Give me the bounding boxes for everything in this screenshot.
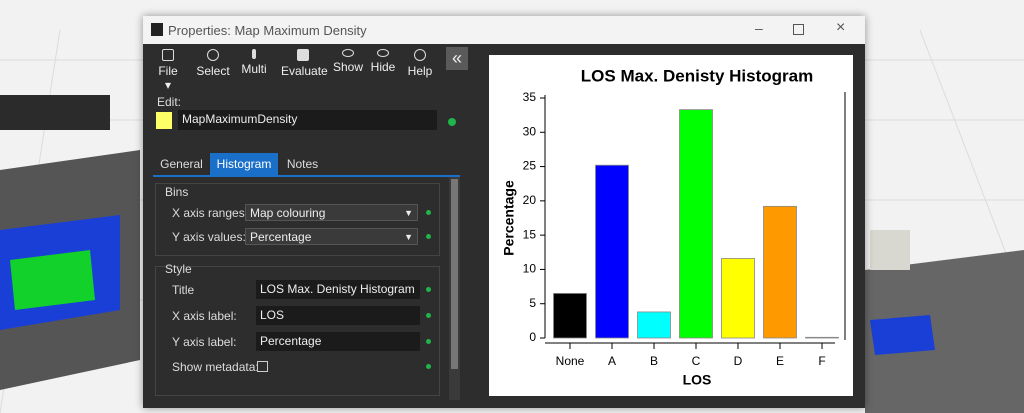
x-axis-label: LOS [683,372,712,388]
row-label: X axis ranges: [172,206,249,220]
y-tick-label: 30 [523,124,537,138]
checkbox-label: Show metadata: [172,360,259,374]
toolbar-button[interactable]: File ▾ [155,49,181,92]
toolbar-label: Show [333,60,364,74]
y-tick-label: 5 [529,296,536,310]
dropdown[interactable]: Map colouring ▼ [245,204,418,221]
close-button[interactable]: × [836,19,846,36]
toolbar-button[interactable]: Show [333,49,363,74]
row-label: Y axis label: [172,335,237,349]
y-tick-label: 25 [523,159,537,173]
group-title: Style [165,262,192,276]
y-tick-label: 20 [523,193,537,207]
x-tick-label: C [692,354,701,368]
toolbar-button[interactable]: Multi [238,49,270,76]
x-tick-label: B [650,354,658,368]
bins-group [155,183,440,256]
scrollbar[interactable] [449,177,460,400]
toolbar-label: Multi [241,62,267,76]
chart: LOS Max. Denisty Histogram LOS Percentag… [501,66,846,388]
toolbar-label: Select [196,64,230,78]
y-tick-label: 10 [523,262,537,276]
chart-title: LOS Max. Denisty Histogram [581,66,813,85]
bar [763,205,797,339]
edit-label: Edit: [157,95,182,109]
group-title: Bins [165,185,189,199]
x-tick-label: A [608,354,616,368]
checkbox[interactable] [257,361,268,372]
status-dot [426,287,431,292]
status-dot [426,313,431,318]
bar [595,164,629,339]
color-swatch[interactable] [156,112,172,129]
toolbar-label: File [158,64,178,78]
toolbar-button[interactable]: Hide [369,49,397,74]
y-tick-label: 15 [523,227,537,241]
x-tick-label: D [734,354,743,368]
window-title: Properties: Map Maximum Density [168,23,367,38]
dropdown-value: Map colouring [250,206,326,220]
title-bar: Properties: Map Maximum Density – × [143,16,865,44]
dropdown-value: Percentage [250,230,312,244]
tab[interactable]: General [160,157,203,171]
x-tick-label: None [556,354,585,368]
row-label: X axis label: [172,309,237,323]
toolbar-label: Evaluate [281,64,328,78]
toolbar-label: Help [407,64,433,78]
row-label: Title [172,283,195,297]
row-label: Y axis values: [172,230,246,244]
toolbar-button[interactable]: Select [195,49,231,78]
bar [553,293,587,339]
text-field[interactable]: LOS Max. Denisty Histogram [256,280,420,299]
tab[interactable]: Notes [286,157,319,171]
bar [679,109,713,339]
minimize-button[interactable]: – [755,20,763,36]
maximize-button[interactable] [793,24,804,35]
bar [721,258,755,339]
text-field[interactable]: LOS [256,306,420,325]
status-dot [448,118,456,126]
tab-active[interactable]: Histogram [210,153,278,175]
edit-field[interactable]: MapMaximumDensity [178,110,437,130]
bar [805,336,839,339]
y-tick-label: 0 [529,330,536,344]
x-tick-label: F [818,354,825,368]
properties-window: Properties: Map Maximum Density – × File… [143,16,865,408]
status-dot [426,210,431,215]
bar [637,311,671,339]
toolbar-button[interactable]: Help [405,49,435,78]
y-tick-label: 35 [523,90,537,104]
tab-underline [153,175,460,177]
window-icon [151,23,163,36]
scroll-thumb[interactable] [451,179,458,369]
status-dot [426,234,431,239]
style-group [155,266,440,396]
text-field[interactable]: Percentage [256,332,420,351]
status-dot [426,364,431,369]
chart-panel: LOS Max. Denisty Histogram LOS Percentag… [489,55,853,396]
dropdown[interactable]: Percentage ▼ [245,228,418,245]
status-dot [426,339,431,344]
y-axis-label: Percentage [501,180,517,256]
toolbar-button[interactable]: Evaluate [281,49,328,78]
collapse-button[interactable]: « [446,47,468,70]
x-tick-label: E [776,354,784,368]
toolbar-label: Hide [370,60,396,74]
